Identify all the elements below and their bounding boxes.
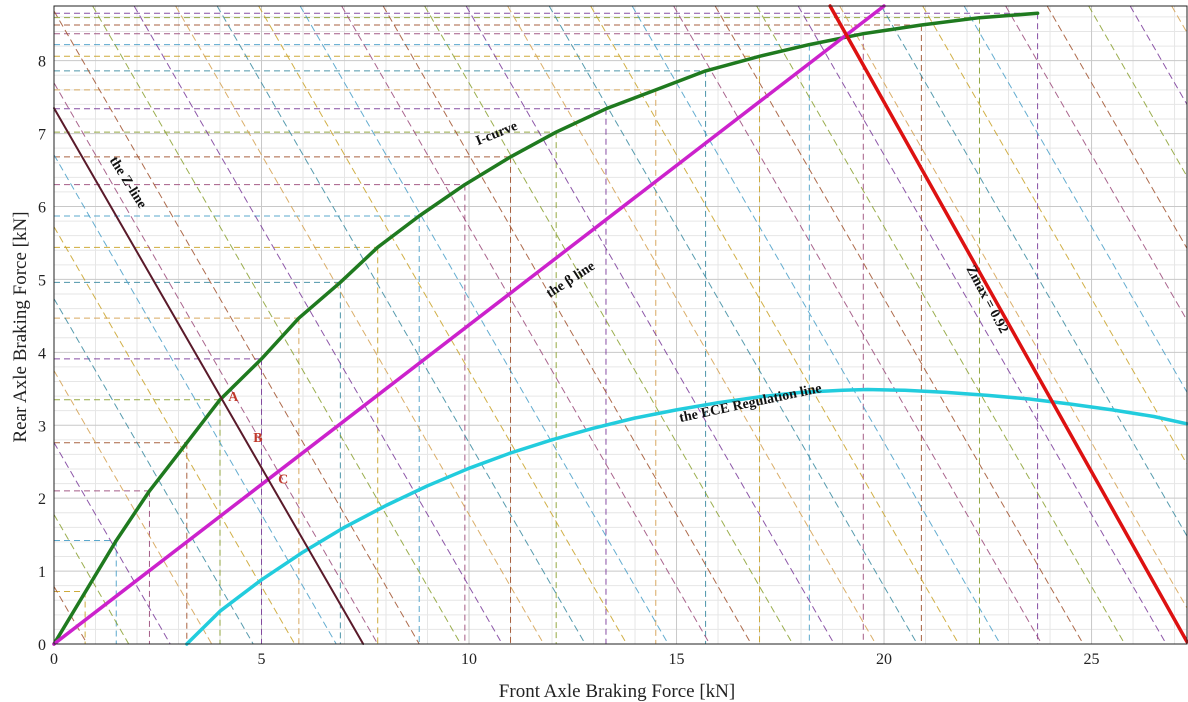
y-tick-label: 5 [38, 272, 46, 289]
constant-deceleration-line [757, 6, 1125, 644]
series-i-curve [54, 13, 1038, 644]
constant-deceleration-line [840, 6, 1187, 608]
y-axis-title: Rear Axle Braking Force [kN] [10, 211, 31, 442]
constant-deceleration-line [881, 6, 1187, 536]
x-tick-label: 20 [876, 651, 892, 668]
constant-deceleration-line [54, 83, 378, 644]
point-label-a: A [228, 390, 239, 405]
y-tick-label: 1 [38, 564, 46, 581]
constant-deceleration-line [923, 6, 1187, 464]
x-axis-title: Front Axle Braking Force [kN] [499, 681, 735, 702]
y-tick-label: 0 [38, 637, 46, 654]
constant-deceleration-line [93, 6, 461, 644]
constant-deceleration-line [632, 6, 1000, 644]
x-tick-label: 25 [1084, 651, 1100, 668]
y-tick-label: 7 [38, 127, 46, 144]
constant-deceleration-line [591, 6, 959, 644]
y-tick-label: 8 [38, 54, 46, 71]
point-label-c: C [278, 473, 288, 488]
constant-deceleration-line [1172, 6, 1187, 33]
y-tick-label: 3 [38, 418, 46, 435]
constant-deceleration-line [425, 6, 793, 644]
constant-deceleration-line [383, 6, 751, 644]
constant-deceleration-line [342, 6, 710, 644]
y-tick-label: 4 [38, 345, 46, 362]
y-tick-label: 2 [38, 491, 46, 508]
constant-deceleration-line [508, 6, 876, 644]
constant-deceleration-line [54, 11, 419, 644]
constant-deceleration-line [715, 6, 1083, 644]
y-tick-label: 6 [38, 200, 46, 217]
x-tick-label: 5 [258, 651, 266, 668]
constant-deceleration-line [134, 6, 502, 644]
label-i-curve: I-curve [474, 119, 520, 149]
label-zmax-0-92: Zmax = 0.92 [963, 263, 1011, 336]
constant-deceleration-line [549, 6, 917, 644]
constant-deceleration-line [259, 6, 627, 644]
constant-deceleration-line [176, 6, 544, 644]
constant-deceleration-line [466, 6, 834, 644]
constant-deceleration-line [674, 6, 1042, 644]
series-layer [54, 6, 1187, 644]
tick-labels: 0 5 10 15 20 25 0 1 2 3 4 5 6 7 8 [38, 54, 1100, 668]
constant-deceleration-line [300, 6, 668, 644]
constant-deceleration-line [1047, 6, 1187, 248]
x-tick-label: 10 [461, 651, 477, 668]
x-tick-label: 15 [669, 651, 685, 668]
constant-deceleration-line [798, 6, 1166, 644]
x-tick-label: 0 [50, 651, 58, 668]
point-label-b: B [253, 431, 262, 446]
constant-deceleration-line [217, 6, 585, 644]
